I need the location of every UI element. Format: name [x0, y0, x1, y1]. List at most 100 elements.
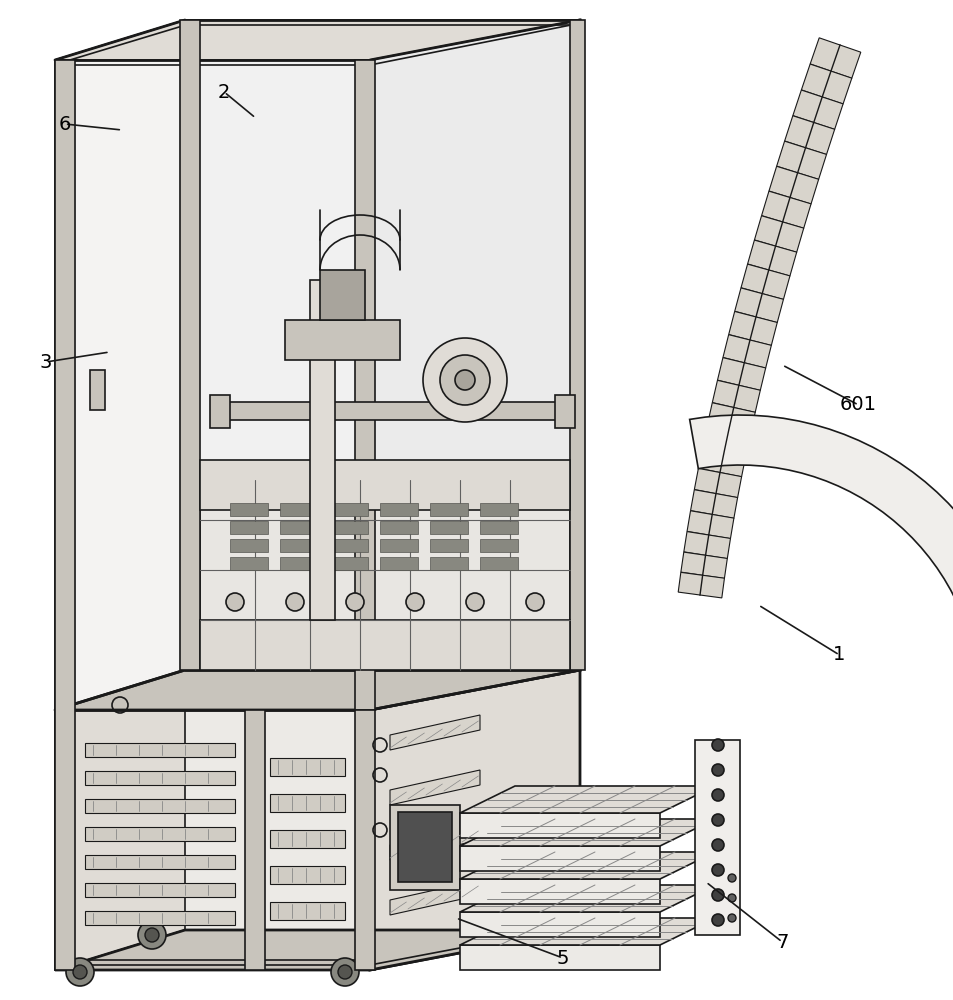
Polygon shape [707, 403, 755, 434]
Circle shape [337, 965, 352, 979]
Polygon shape [210, 395, 230, 428]
Polygon shape [569, 20, 584, 670]
Circle shape [711, 814, 723, 826]
Polygon shape [430, 557, 468, 570]
Polygon shape [459, 879, 659, 904]
Polygon shape [747, 240, 796, 276]
Polygon shape [310, 280, 335, 620]
Circle shape [711, 764, 723, 776]
Polygon shape [555, 395, 575, 428]
Polygon shape [370, 20, 579, 710]
Polygon shape [809, 38, 860, 78]
Polygon shape [683, 532, 730, 559]
Polygon shape [55, 60, 75, 970]
Polygon shape [330, 539, 368, 552]
Polygon shape [55, 20, 185, 710]
Polygon shape [390, 770, 479, 805]
Polygon shape [55, 20, 579, 60]
Polygon shape [390, 880, 479, 915]
Polygon shape [390, 805, 459, 890]
Polygon shape [686, 511, 733, 539]
Polygon shape [85, 771, 234, 785]
Polygon shape [85, 827, 234, 841]
Circle shape [422, 338, 506, 422]
Circle shape [286, 593, 304, 611]
Text: 5: 5 [556, 948, 569, 968]
Polygon shape [280, 557, 317, 570]
Polygon shape [680, 552, 726, 578]
Polygon shape [379, 521, 417, 534]
Text: 7: 7 [776, 932, 787, 952]
Polygon shape [690, 490, 737, 518]
Polygon shape [754, 216, 803, 252]
Circle shape [711, 839, 723, 851]
Polygon shape [85, 883, 234, 897]
Text: 1: 1 [833, 646, 844, 664]
Circle shape [66, 958, 94, 986]
Polygon shape [280, 503, 317, 516]
Polygon shape [717, 358, 765, 390]
Polygon shape [85, 799, 234, 813]
Circle shape [542, 925, 566, 949]
Polygon shape [230, 503, 268, 516]
Polygon shape [722, 335, 771, 368]
Polygon shape [85, 743, 234, 757]
Polygon shape [479, 503, 517, 516]
Polygon shape [459, 813, 659, 838]
Polygon shape [55, 670, 185, 970]
Polygon shape [55, 710, 370, 970]
Polygon shape [801, 64, 851, 104]
Text: 6: 6 [59, 114, 71, 133]
Polygon shape [85, 911, 234, 925]
Polygon shape [379, 503, 417, 516]
Polygon shape [55, 60, 370, 710]
Circle shape [331, 958, 358, 986]
Polygon shape [180, 20, 200, 670]
Polygon shape [230, 557, 268, 570]
Polygon shape [479, 557, 517, 570]
Polygon shape [330, 557, 368, 570]
Text: 601: 601 [840, 395, 876, 414]
Polygon shape [712, 380, 760, 412]
Circle shape [455, 370, 475, 390]
Polygon shape [760, 191, 810, 228]
Circle shape [711, 864, 723, 876]
Polygon shape [459, 846, 659, 871]
Polygon shape [214, 402, 564, 420]
Polygon shape [75, 60, 180, 710]
Polygon shape [430, 521, 468, 534]
Polygon shape [270, 866, 345, 884]
Polygon shape [390, 825, 479, 860]
Polygon shape [280, 539, 317, 552]
Polygon shape [270, 902, 345, 920]
Circle shape [406, 593, 423, 611]
Polygon shape [379, 539, 417, 552]
Circle shape [711, 914, 723, 926]
Circle shape [711, 739, 723, 751]
Circle shape [711, 889, 723, 901]
Circle shape [727, 914, 735, 922]
Polygon shape [459, 885, 714, 912]
Polygon shape [330, 521, 368, 534]
Circle shape [346, 593, 364, 611]
Polygon shape [459, 912, 659, 937]
Polygon shape [270, 794, 345, 812]
Polygon shape [230, 539, 268, 552]
Polygon shape [702, 425, 750, 456]
Polygon shape [285, 320, 399, 360]
Polygon shape [90, 370, 105, 410]
Polygon shape [430, 503, 468, 516]
Polygon shape [768, 166, 818, 204]
Polygon shape [459, 918, 714, 945]
Polygon shape [355, 710, 375, 970]
Polygon shape [479, 539, 517, 552]
Polygon shape [230, 521, 268, 534]
Circle shape [727, 894, 735, 902]
Polygon shape [330, 503, 368, 516]
Circle shape [138, 921, 166, 949]
Polygon shape [430, 539, 468, 552]
Circle shape [711, 789, 723, 801]
Polygon shape [55, 930, 579, 970]
Polygon shape [740, 264, 789, 299]
Polygon shape [479, 521, 517, 534]
